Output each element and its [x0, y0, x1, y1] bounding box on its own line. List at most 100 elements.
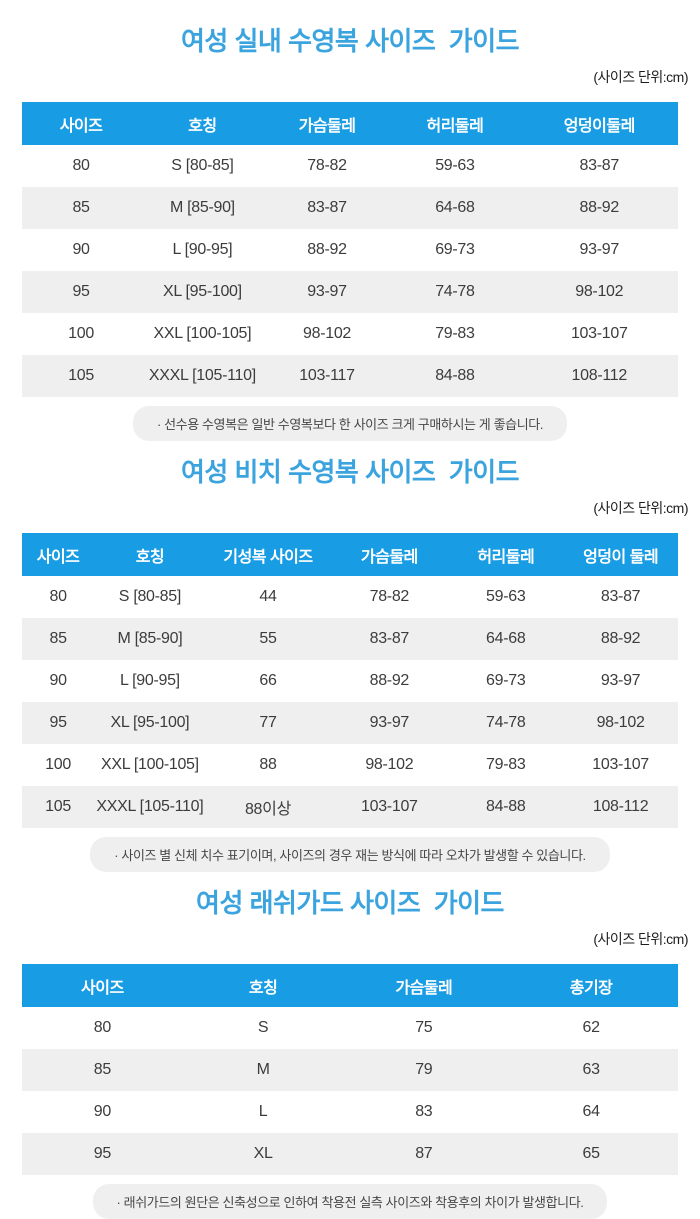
table-row: 95 XL [95-100] 77 93-97 74-78 98-102 — [22, 702, 678, 744]
column-header: 총기장 — [504, 964, 678, 1007]
table-cell: 84-88 — [435, 367, 475, 384]
column-header: 허리둘레 — [448, 533, 564, 576]
table-cell: 88-92 — [579, 199, 620, 216]
table-row: 90 L [90-95] 88-92 69-73 93-97 — [22, 229, 678, 271]
table-cell: 90 — [72, 241, 90, 258]
table-cell: 83-87 — [369, 630, 410, 647]
table-cell: 78-82 — [369, 588, 410, 605]
table-cell: 88 — [259, 756, 277, 773]
column-header: 엉덩이둘레 — [520, 102, 678, 145]
table-cell: M [85-90] — [117, 630, 183, 647]
section-title: 여성 래쉬가드 사이즈 가이드 — [196, 888, 504, 918]
table-cell: 59-63 — [435, 157, 475, 174]
section-title: 여성 실내 수영복 사이즈 가이드 — [180, 26, 520, 56]
unit-label: (사이즈 단위:cm) — [593, 500, 688, 516]
table-cell: 98-102 — [596, 714, 645, 731]
table-cell: 103-107 — [361, 798, 418, 815]
table-cell: 83-87 — [579, 157, 620, 174]
table-header-row: 사이즈 호칭 기성복 사이즈 가슴둘레 허리둘레 엉덩이 둘레 — [22, 533, 678, 576]
table-cell: 63 — [582, 1061, 600, 1078]
table-cell: 84-88 — [486, 798, 526, 815]
table-cell: 98-102 — [365, 756, 414, 773]
table-header-row: 사이즈 호칭 가슴둘레 총기장 — [22, 964, 678, 1007]
note-pill: · 선수용 수영복은 일반 수영복보다 한 사이즈 크게 구매하시는 게 좋습니… — [132, 406, 568, 441]
section-indoor-swimsuit: 여성 실내 수영복 사이즈 가이드 (사이즈 단위:cm) 사이즈 호칭 가슴둘레 허… — [0, 24, 700, 441]
indoor-swimsuit-size-table: 사이즈 호칭 가슴둘레 허리둘레 엉덩이둘레 80 S [80-85] 78-82 59-63 8… — [22, 102, 678, 397]
table-cell: 95 — [93, 1145, 112, 1162]
table-row: 85 M [85-90] 55 83-87 64-68 88-92 — [22, 618, 678, 660]
table-cell: XL — [253, 1145, 273, 1162]
table-cell: 88-92 — [369, 672, 410, 689]
table-cell: 95 — [72, 283, 90, 300]
table-cell: 85 — [72, 199, 90, 216]
table-row: 90 L 83 64 — [22, 1091, 678, 1133]
table-cell: 83 — [415, 1103, 433, 1120]
table-cell: 85 — [93, 1061, 112, 1078]
table-cell: 80 — [93, 1019, 112, 1036]
table-cell: 69-73 — [486, 672, 526, 689]
table-cell: 103-107 — [592, 756, 649, 773]
table-cell: 64-68 — [486, 630, 526, 647]
table-row: 80 S 75 62 — [22, 1007, 678, 1049]
table-row: 85 M 79 63 — [22, 1049, 678, 1091]
column-header: 호칭 — [182, 964, 344, 1007]
table-row: 85 M [85-90] 83-87 64-68 88-92 — [22, 187, 678, 229]
table-row: 105 XXXL [105-110] 103-117 84-88 108-112 — [22, 355, 678, 397]
table-cell: 80 — [72, 157, 90, 174]
table-cell: M [85-90] — [169, 199, 235, 216]
table-cell: 100 — [68, 325, 94, 342]
table-cell: 100 — [45, 756, 71, 773]
table-cell: 79-83 — [435, 325, 475, 342]
note-pill: · 래쉬가드의 원단은 신축성으로 인하여 착용전 실측 사이즈와 착용후의 차… — [92, 1184, 608, 1219]
table-cell: 105 — [68, 367, 94, 384]
table-cell: 74-78 — [486, 714, 526, 731]
table-cell: 64 — [582, 1103, 600, 1120]
beach-swimsuit-size-table: 사이즈 호칭 기성복 사이즈 가슴둘레 허리둘레 엉덩이 둘레 80 S [80-85] 44 7… — [22, 533, 678, 828]
table-cell: 98-102 — [303, 325, 352, 342]
section-rashguard: 여성 래쉬가드 사이즈 가이드 (사이즈 단위:cm) 사이즈 호칭 가슴둘레 총기장… — [0, 886, 700, 1219]
table-cell: S [80-85] — [118, 588, 182, 605]
table-cell: 59-63 — [486, 588, 526, 605]
unit-label: (사이즈 단위:cm) — [593, 69, 688, 85]
table-cell: 87 — [415, 1145, 433, 1162]
table-row: 95 XL [95-100] 93-97 74-78 98-102 — [22, 271, 678, 313]
note-row: · 래쉬가드의 원단은 신축성으로 인하여 착용전 실측 사이즈와 착용후의 차… — [0, 1184, 700, 1219]
table-cell: L [90-95] — [119, 672, 180, 689]
table-cell: 78-82 — [307, 157, 347, 174]
section-title: 여성 비치 수영복 사이즈 가이드 — [180, 457, 520, 487]
column-header: 사이즈 — [22, 533, 95, 576]
table-cell: XXXL [105-110] — [96, 798, 204, 815]
table-cell: 64-68 — [435, 199, 475, 216]
table-cell: 79 — [415, 1061, 433, 1078]
table-cell: 83-87 — [307, 199, 347, 216]
section-beach-swimsuit: 여성 비치 수영복 사이즈 가이드 (사이즈 단위:cm) 사이즈 호칭 기성복 사… — [0, 455, 700, 872]
table-cell: 95 — [49, 714, 67, 731]
note-pill: · 사이즈 별 신체 치수 표기이며, 사이즈의 경우 재는 방식에 따라 오차… — [90, 837, 610, 872]
table-cell: 108-112 — [592, 798, 649, 815]
table-cell: XXXL [105-110] — [148, 367, 256, 384]
table-row: 80 S [80-85] 44 78-82 59-63 83-87 — [22, 576, 678, 618]
table-cell: S — [257, 1019, 269, 1036]
table-cell: 83-87 — [600, 588, 641, 605]
table-cell: 62 — [582, 1019, 600, 1036]
table-cell: 103-107 — [570, 325, 628, 342]
note-row: · 사이즈 별 신체 치수 표기이며, 사이즈의 경우 재는 방식에 따라 오차… — [0, 837, 700, 872]
table-cell: 105 — [45, 798, 71, 815]
note-row: · 선수용 수영복은 일반 수영복보다 한 사이즈 크게 구매하시는 게 좋습니… — [0, 406, 700, 441]
table-cell: 74-78 — [435, 283, 475, 300]
column-header: 가슴둘레 — [264, 102, 390, 145]
column-header: 호칭 — [140, 102, 265, 145]
table-cell: 65 — [582, 1145, 600, 1162]
table-row: 80 S [80-85] 78-82 59-63 83-87 — [22, 145, 678, 187]
table-cell: 88-92 — [600, 630, 641, 647]
table-cell: 98-102 — [575, 283, 624, 300]
table-cell: 88이상 — [244, 801, 291, 818]
table-cell: L — [258, 1103, 268, 1120]
column-header: 사이즈 — [22, 964, 183, 1007]
table-cell: L [90-95] — [172, 241, 233, 258]
table-cell: 66 — [259, 672, 277, 689]
table-cell: 93-97 — [579, 241, 620, 258]
table-cell: 77 — [259, 714, 277, 731]
table-cell: XL [95-100] — [110, 714, 190, 731]
